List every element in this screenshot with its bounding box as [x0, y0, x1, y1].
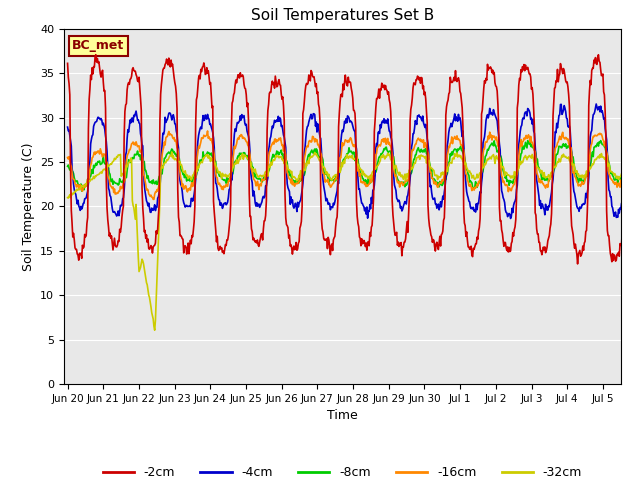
Y-axis label: Soil Temperature (C): Soil Temperature (C) [22, 142, 35, 271]
Title: Soil Temperatures Set B: Soil Temperatures Set B [251, 9, 434, 24]
Legend: -2cm, -4cm, -8cm, -16cm, -32cm: -2cm, -4cm, -8cm, -16cm, -32cm [97, 461, 588, 480]
X-axis label: Time: Time [327, 409, 358, 422]
Text: BC_met: BC_met [72, 39, 125, 52]
